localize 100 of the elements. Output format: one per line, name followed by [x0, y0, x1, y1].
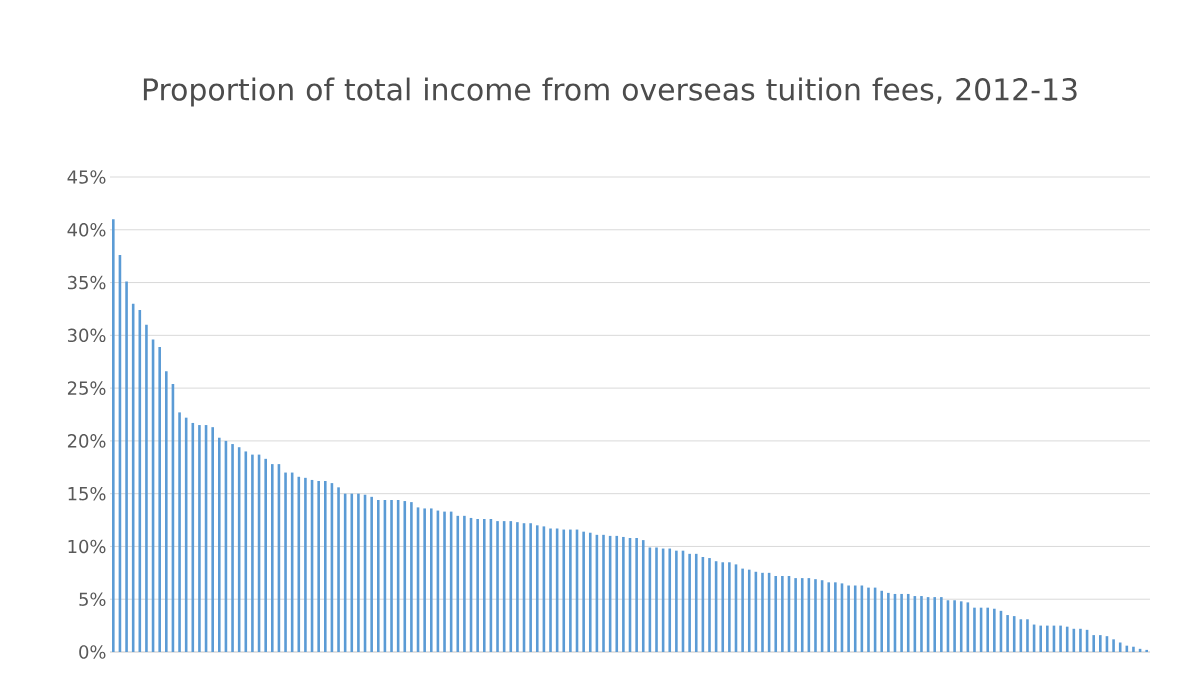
bar [774, 576, 778, 652]
bar [403, 501, 407, 652]
y-tick-label: 0% [79, 645, 106, 659]
bar [800, 578, 804, 652]
bar [509, 521, 513, 652]
bar [986, 607, 990, 652]
bar [1026, 619, 1029, 652]
bar [211, 427, 214, 652]
bar [125, 281, 128, 652]
bar [264, 458, 267, 652]
bar [1145, 649, 1148, 652]
y-tick-label: 10% [68, 539, 106, 554]
bar [423, 508, 426, 652]
bar [781, 576, 784, 652]
bar [410, 502, 413, 652]
bar [429, 508, 433, 652]
bar [880, 590, 884, 652]
bar [456, 515, 460, 652]
bar [482, 519, 486, 652]
bar [933, 597, 937, 652]
bar [635, 538, 638, 652]
bar [496, 521, 499, 652]
bar [376, 500, 380, 652]
bar [463, 515, 466, 652]
bar [165, 371, 168, 652]
bar [741, 568, 744, 652]
bar [747, 569, 751, 652]
y-tick-label: 5% [79, 592, 106, 606]
y-tick-label: 35% [67, 275, 106, 290]
bar [728, 562, 731, 652]
bar [1132, 646, 1135, 652]
bar [271, 464, 274, 652]
bar [350, 493, 354, 652]
bar [529, 523, 532, 652]
y-tick-label: 15% [68, 486, 106, 501]
bar [887, 592, 890, 652]
bar [178, 412, 181, 652]
bar [562, 529, 566, 652]
bar [370, 496, 373, 652]
bar [761, 572, 764, 652]
bar [959, 601, 963, 652]
bar [853, 585, 857, 652]
bar [794, 578, 797, 652]
bar [218, 437, 221, 652]
bar [390, 500, 393, 652]
bar [443, 511, 446, 652]
bar [688, 553, 691, 652]
bar [1092, 635, 1095, 652]
bar [814, 579, 817, 652]
bar [112, 219, 115, 652]
bar [1006, 615, 1009, 652]
bar [1118, 642, 1122, 652]
bar [251, 454, 254, 652]
bar [953, 600, 956, 652]
chart-title: Proportion of total income from overseas tuition fees, 2012-13 [143, 77, 1077, 107]
bar [304, 477, 307, 652]
bar [231, 444, 234, 652]
bar [694, 553, 698, 652]
bar [158, 346, 161, 652]
bar [588, 532, 592, 652]
bar [535, 525, 539, 652]
y-tick-label: 20% [67, 434, 106, 448]
bar [847, 585, 850, 652]
bar [569, 529, 572, 652]
bar [641, 540, 645, 652]
bar [323, 481, 327, 652]
bar [1079, 628, 1082, 652]
bar [1039, 625, 1043, 652]
bar [198, 425, 201, 652]
bar [516, 522, 519, 652]
y-tick-label: 30% [67, 328, 106, 343]
y-tick-label: 40% [67, 222, 106, 237]
bar [284, 472, 287, 652]
bar [906, 593, 910, 652]
bar [297, 476, 301, 652]
bar [602, 534, 605, 652]
bar [1112, 639, 1115, 652]
bar [920, 596, 923, 652]
bar [834, 582, 837, 652]
bar [827, 582, 831, 652]
bar [1046, 625, 1049, 652]
bar [900, 593, 903, 652]
bar [721, 562, 725, 652]
bar [1065, 626, 1069, 652]
bar [549, 528, 552, 652]
bar [145, 324, 148, 652]
bar [867, 587, 870, 652]
bar [357, 493, 360, 652]
bar [1012, 616, 1016, 652]
bar [675, 550, 678, 652]
bar [668, 548, 672, 652]
bar [615, 535, 619, 652]
y-tick-label: 45% [67, 170, 106, 184]
bar [940, 597, 943, 652]
bar [317, 481, 320, 652]
bar [337, 487, 340, 652]
bar [582, 531, 585, 652]
bar [655, 547, 658, 652]
bar [973, 607, 976, 652]
bar [1059, 625, 1062, 652]
